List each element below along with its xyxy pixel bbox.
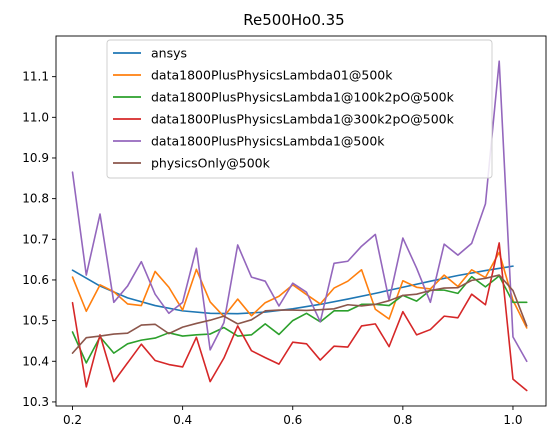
y-tick-label: 10.7: [22, 232, 49, 246]
series-line-data1800plusphysicslambda1-100k2po-500k: [71, 275, 528, 364]
chart-title: Re500Ho0.35: [243, 11, 344, 29]
series-line-ansys: [71, 265, 514, 315]
y-tick-label: 10.5: [22, 314, 49, 328]
x-tick-label: 0.4: [173, 413, 192, 427]
y-tick-label: 11.0: [22, 110, 49, 124]
plot-frame: [55, 35, 547, 407]
y-tick-label: 11.1: [22, 70, 49, 84]
y-tick-label: 10.4: [22, 354, 49, 368]
series-line-physicsonly-500k: [71, 274, 528, 354]
x-axis: 0.2 0.4 0.6 0.8 1.0: [63, 406, 523, 427]
y-tick-label: 10.8: [22, 192, 49, 206]
x-tick-label: 0.8: [393, 413, 412, 427]
x-tick-label: 0.6: [283, 413, 302, 427]
y-tick-label: 10.6: [22, 273, 49, 287]
legend-label: data1800PlusPhysicsLambda01@500k: [151, 68, 393, 83]
x-tick-label: 1.0: [503, 413, 522, 427]
legend: ansys data1800PlusPhysicsLambda01@500k dat…: [106, 39, 493, 179]
series-line-data1800plusphysicslambda01-500k: [71, 251, 528, 329]
y-tick-label: 10.3: [22, 395, 49, 409]
x-tick-label: 0.2: [63, 413, 82, 427]
y-tick-label: 10.9: [22, 151, 49, 165]
series-layer: [71, 60, 528, 392]
legend-box: [106, 39, 493, 179]
series-line-data1800plusphysicslambda1-300k2po-500k: [71, 242, 528, 392]
series-line-data1800plusphysicslambda1-500k: [71, 60, 528, 363]
y-axis: 10.3 10.4 10.5 10.6 10.7 10.8 10.9 11.0 11.1: [22, 70, 56, 409]
legend-label: physicsOnly@500k: [151, 156, 271, 171]
legend-label: ansys: [151, 46, 187, 61]
legend-label: data1800PlusPhysicsLambda1@300k2pO@500k: [151, 112, 455, 127]
legend-label: data1800PlusPhysicsLambda1@500k: [151, 134, 385, 149]
legend-label: data1800PlusPhysicsLambda1@100k2pO@500k: [151, 90, 455, 105]
